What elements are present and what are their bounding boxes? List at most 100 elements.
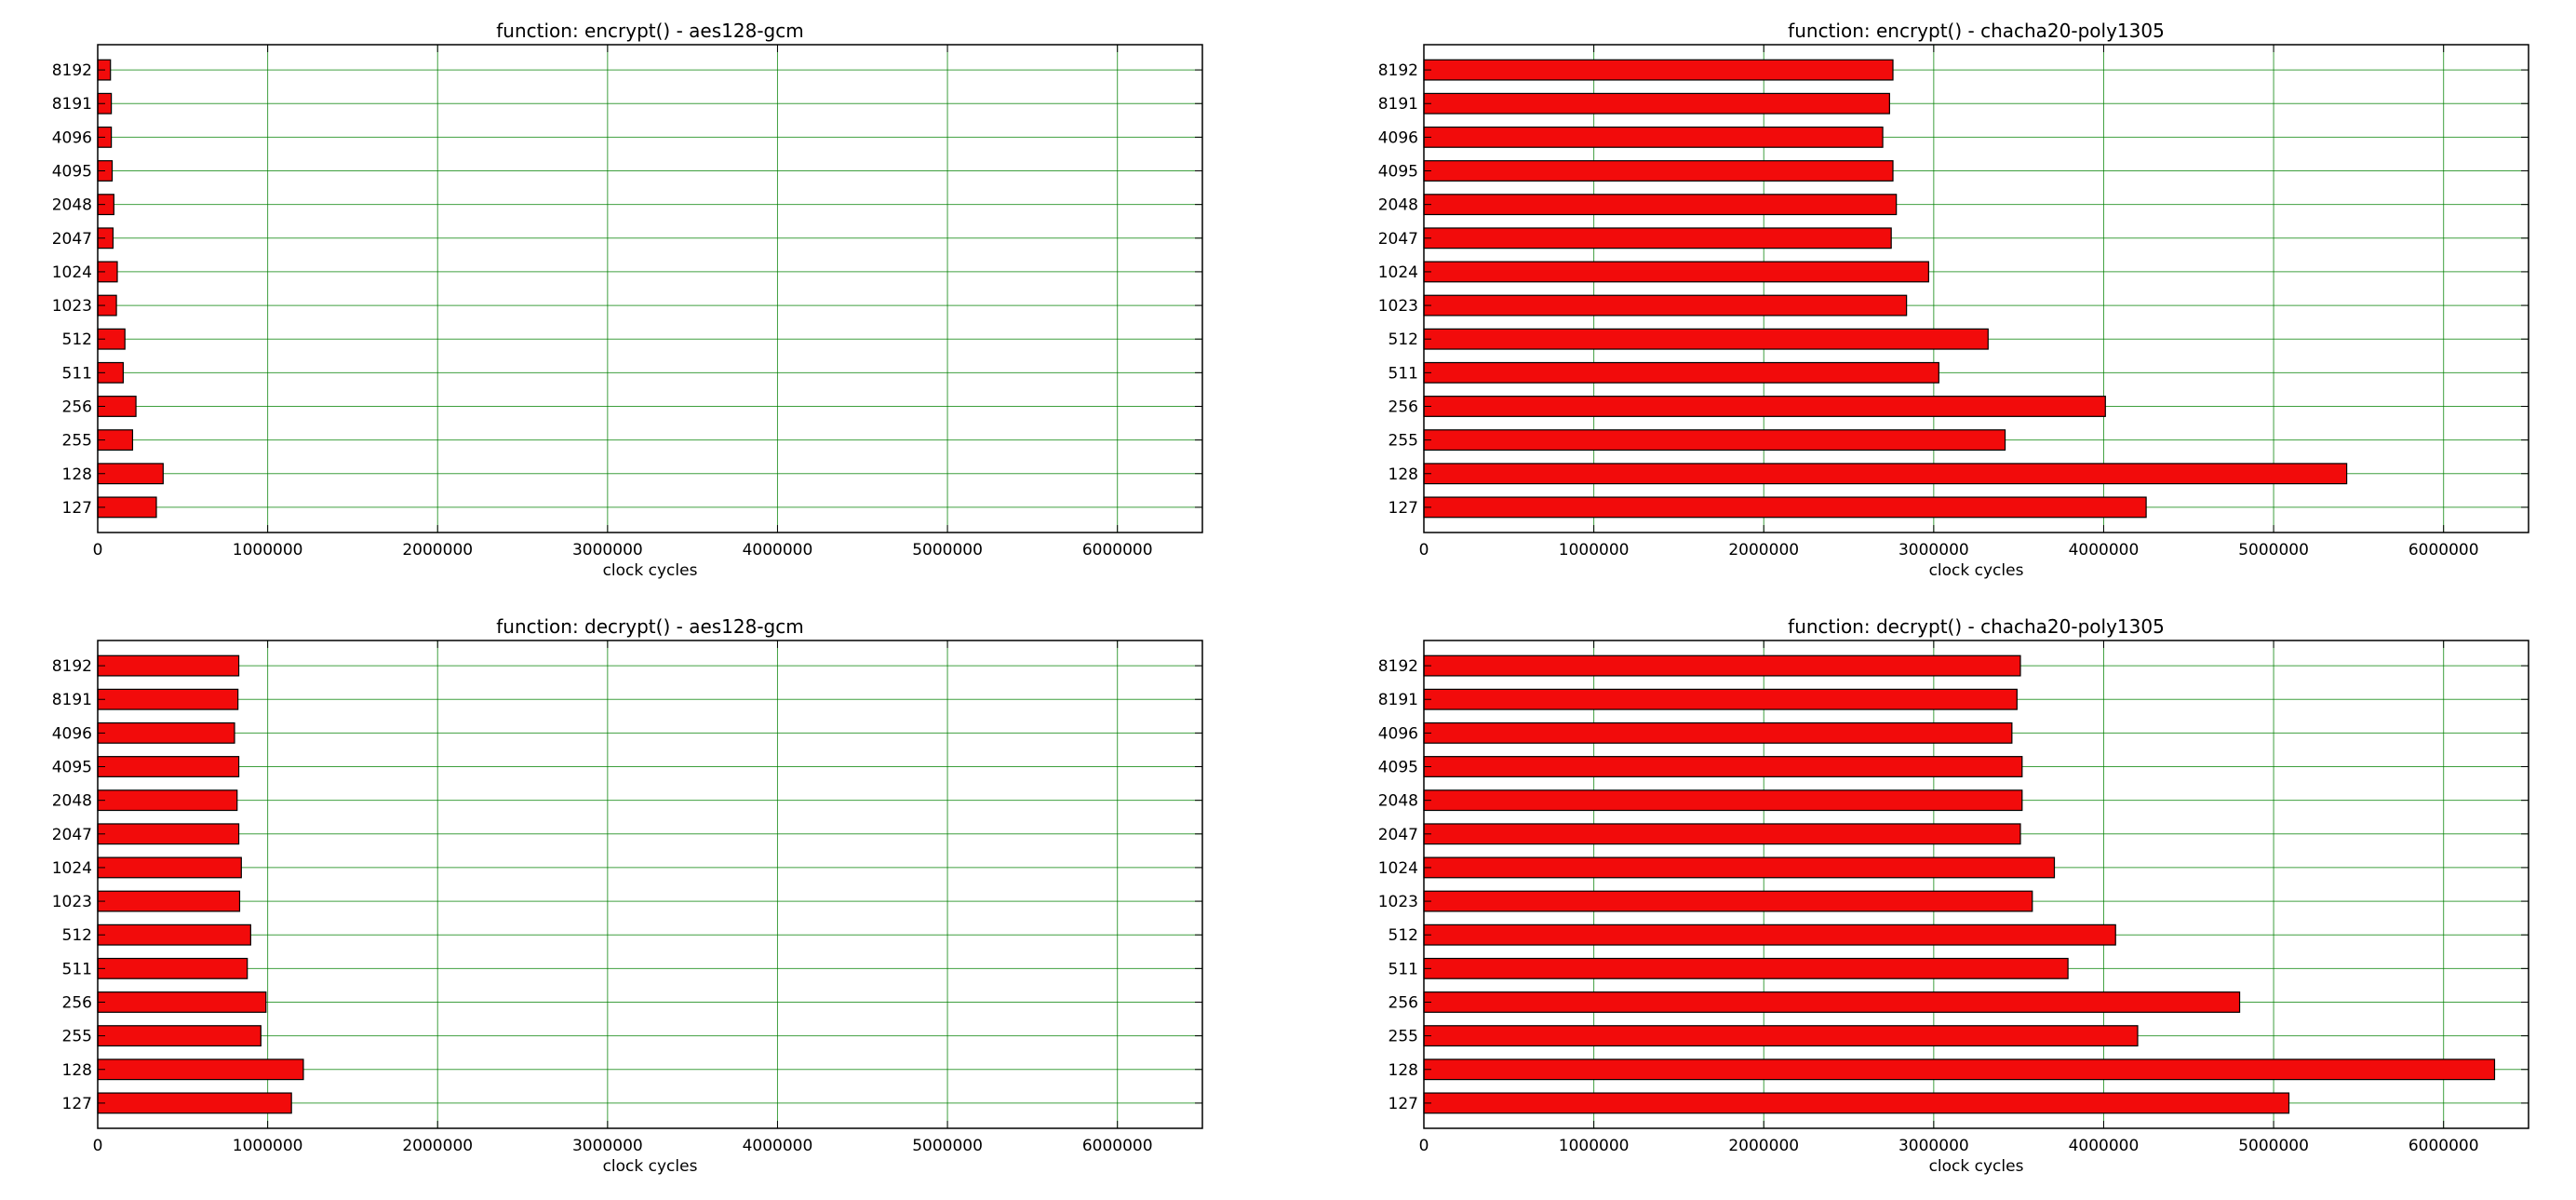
bar-4095 (1423, 160, 1894, 182)
x-tick-label: 2000000 (402, 1137, 473, 1155)
y-tick-label: 8192 (1378, 61, 1418, 80)
y-tick-label: 127 (62, 499, 92, 518)
y-tick-label: 2048 (1378, 792, 1418, 811)
y-tick-label: 4096 (1378, 128, 1418, 147)
y-tick-label: 8192 (52, 657, 92, 676)
y-tick-label: 8191 (52, 691, 92, 709)
y-tick-label: 255 (1389, 1028, 1418, 1046)
y-tick-label: 128 (1389, 1061, 1418, 1080)
y-tick-label: 127 (1389, 1095, 1418, 1113)
x-tick-label: 3000000 (1898, 1137, 1969, 1155)
x-tick-label: 1000000 (1559, 541, 1630, 560)
y-tick-label: 511 (1389, 960, 1418, 978)
plot-frame (97, 44, 1203, 533)
y-tick-label: 2047 (1378, 826, 1418, 844)
bar-128 (1423, 1058, 2496, 1081)
x-tick-label: 6000000 (1082, 541, 1153, 560)
bar-127 (1423, 496, 2147, 519)
x-tick-label: 0 (93, 1137, 103, 1155)
bar-8192 (1423, 59, 1894, 81)
bar-255 (1423, 1025, 2139, 1047)
y-tick-label: 8191 (1378, 691, 1418, 709)
y-tick-label: 1024 (1378, 859, 1418, 878)
y-tick-label: 4096 (52, 128, 92, 147)
x-tick-label: 0 (93, 541, 103, 560)
bar-256 (1423, 991, 2241, 1013)
y-tick-label: 8191 (52, 95, 92, 114)
y-tick-label: 128 (62, 465, 92, 484)
y-tick-label: 127 (62, 1095, 92, 1113)
bar-4096 (1423, 126, 1884, 148)
y-tick-label: 128 (62, 1061, 92, 1080)
y-tick-label: 512 (1389, 330, 1418, 349)
y-tick-label: 128 (1389, 465, 1418, 484)
bar-4095 (97, 756, 240, 777)
chart-title: function: encrypt() - chacha20-poly1305 (1788, 20, 2165, 42)
y-tick-label: 1023 (52, 297, 92, 316)
bar-127 (97, 496, 157, 519)
bar-127 (1423, 1092, 2290, 1114)
y-tick-label: 4095 (1378, 163, 1418, 182)
x-tick-label: 5000000 (912, 1137, 983, 1155)
x-tick-label: 5000000 (2238, 541, 2309, 560)
x-tick-label: 4000000 (2069, 541, 2140, 560)
bar-128 (1423, 463, 2348, 485)
bar-4096 (97, 721, 235, 744)
y-tick-label: 4096 (52, 724, 92, 743)
y-tick-label: 8192 (52, 61, 92, 80)
bar-1023 (1423, 294, 1908, 317)
x-tick-label: 6000000 (2408, 541, 2479, 560)
bar-4095 (1423, 756, 2023, 777)
x-tick-label: 4000000 (743, 541, 813, 560)
y-tick-label: 2047 (52, 230, 92, 249)
x-tick-label: 1000000 (233, 541, 303, 560)
y-tick-label: 1023 (1378, 297, 1418, 316)
bar-8192 (1423, 654, 2021, 677)
x-tick-label: 2000000 (1728, 541, 1799, 560)
bar-2048 (97, 789, 238, 812)
bar-4096 (1423, 721, 2013, 744)
x-tick-label: 0 (1419, 1137, 1429, 1155)
bar-1023 (97, 890, 241, 912)
bar-256 (1423, 396, 2106, 417)
bar-8191 (97, 688, 239, 710)
bar-1024 (97, 856, 242, 879)
y-tick-label: 2048 (1378, 196, 1418, 215)
bar-255 (97, 1025, 262, 1047)
x-tick-label: 0 (1419, 541, 1429, 560)
bar-511 (1423, 957, 2069, 979)
y-tick-label: 512 (1389, 926, 1418, 945)
x-tick-label: 6000000 (1082, 1137, 1153, 1155)
y-tick-label: 1023 (1378, 893, 1418, 911)
y-tick-label: 2047 (1378, 230, 1418, 249)
x-tick-label: 4000000 (2069, 1137, 2140, 1155)
bar-128 (97, 1058, 304, 1081)
x-tick-label: 3000000 (1898, 541, 1969, 560)
bar-2048 (1423, 789, 2023, 812)
plot-frame (97, 640, 1203, 1129)
bar-511 (97, 957, 248, 979)
bar-2047 (1423, 823, 2021, 845)
x-tick-label: 1000000 (233, 1137, 303, 1155)
y-tick-label: 1024 (52, 859, 92, 878)
chart-title: function: decrypt() - chacha20-poly1305 (1788, 615, 2165, 638)
y-tick-label: 1024 (1378, 263, 1418, 282)
x-axis-label: clock cycles (603, 561, 698, 580)
x-axis-label: clock cycles (603, 1157, 698, 1176)
y-tick-label: 2047 (52, 826, 92, 844)
bar-8191 (1423, 92, 1890, 115)
bar-512 (97, 924, 251, 946)
bar-256 (97, 991, 267, 1013)
bar-512 (1423, 328, 1989, 350)
plot-frame (1423, 640, 2529, 1129)
y-tick-label: 127 (1389, 499, 1418, 518)
x-axis-label: clock cycles (1929, 1157, 2024, 1176)
chart-title: function: decrypt() - aes128-gcm (496, 615, 803, 638)
bar-127 (97, 1092, 292, 1114)
plot-frame (1423, 44, 2529, 533)
chart-panel-3: 127 128 255 256 511 512 1023 1024 2047 2048 4095 40… (52, 615, 1203, 1176)
x-tick-label: 6000000 (2408, 1137, 2479, 1155)
x-tick-label: 5000000 (2238, 1137, 2309, 1155)
y-tick-label: 512 (62, 926, 92, 945)
